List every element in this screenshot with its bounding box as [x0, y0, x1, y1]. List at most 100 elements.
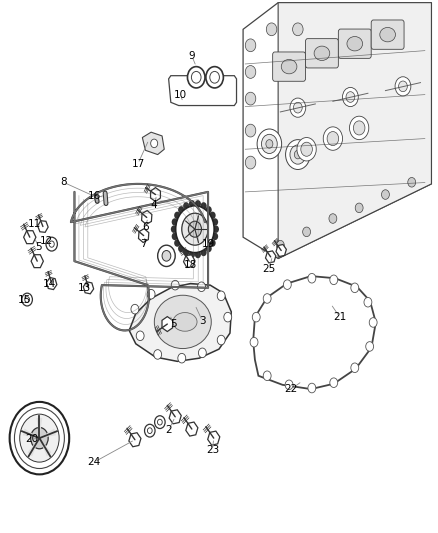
Circle shape [381, 190, 389, 199]
Circle shape [290, 145, 306, 164]
Circle shape [212, 233, 218, 240]
Circle shape [205, 245, 212, 252]
Circle shape [148, 428, 152, 433]
Circle shape [351, 363, 359, 373]
Text: 25: 25 [263, 264, 276, 273]
Ellipse shape [314, 46, 330, 60]
Polygon shape [129, 284, 231, 361]
Circle shape [266, 140, 273, 148]
Circle shape [155, 416, 165, 429]
Circle shape [172, 218, 178, 225]
Circle shape [224, 312, 232, 322]
Circle shape [147, 289, 155, 299]
Circle shape [151, 139, 158, 148]
Circle shape [22, 293, 32, 306]
Circle shape [276, 240, 284, 250]
Circle shape [171, 225, 177, 233]
Circle shape [189, 251, 195, 259]
Circle shape [257, 129, 282, 159]
Wedge shape [36, 418, 42, 438]
Polygon shape [142, 132, 164, 155]
Circle shape [245, 156, 256, 169]
Circle shape [369, 318, 377, 327]
Circle shape [286, 140, 310, 169]
Text: 5: 5 [170, 319, 177, 328]
Text: 5: 5 [35, 242, 42, 252]
Circle shape [293, 23, 303, 36]
Circle shape [145, 424, 155, 437]
Text: 15: 15 [18, 295, 31, 304]
Text: 18: 18 [184, 260, 197, 270]
Circle shape [178, 245, 184, 252]
FancyBboxPatch shape [371, 20, 404, 49]
Circle shape [266, 23, 277, 36]
Circle shape [25, 297, 29, 302]
Circle shape [198, 282, 205, 292]
Circle shape [174, 239, 180, 247]
Circle shape [31, 427, 48, 449]
Circle shape [195, 251, 201, 259]
Circle shape [350, 116, 369, 140]
Circle shape [201, 202, 207, 209]
Circle shape [364, 297, 372, 307]
Circle shape [154, 350, 162, 359]
Circle shape [323, 127, 343, 150]
Circle shape [198, 348, 206, 358]
Circle shape [178, 206, 184, 214]
FancyBboxPatch shape [338, 29, 371, 58]
Circle shape [205, 206, 212, 214]
Circle shape [303, 227, 311, 237]
Circle shape [330, 378, 338, 387]
Circle shape [178, 353, 186, 363]
Circle shape [395, 77, 411, 96]
Circle shape [351, 283, 359, 293]
Text: 21: 21 [333, 312, 346, 321]
Circle shape [301, 142, 312, 156]
Circle shape [308, 273, 316, 283]
Circle shape [189, 200, 195, 207]
Circle shape [187, 67, 205, 88]
Circle shape [283, 280, 291, 289]
Circle shape [290, 98, 306, 117]
Wedge shape [28, 438, 39, 456]
Circle shape [131, 304, 139, 314]
Circle shape [188, 221, 201, 237]
Text: 17: 17 [131, 159, 145, 168]
Circle shape [399, 81, 407, 92]
FancyBboxPatch shape [305, 38, 338, 68]
Text: 16: 16 [88, 191, 101, 200]
Circle shape [366, 342, 374, 351]
Circle shape [209, 239, 215, 247]
Circle shape [162, 251, 171, 261]
Circle shape [209, 212, 215, 219]
Text: 22: 22 [285, 384, 298, 394]
Ellipse shape [173, 312, 197, 331]
Circle shape [212, 218, 218, 225]
Text: 24: 24 [88, 457, 101, 467]
Text: 4: 4 [151, 200, 158, 209]
Circle shape [46, 237, 57, 251]
Text: 14: 14 [42, 279, 56, 288]
Text: 3: 3 [199, 316, 206, 326]
Circle shape [353, 121, 365, 135]
Circle shape [183, 249, 189, 256]
Ellipse shape [281, 60, 297, 74]
Circle shape [191, 71, 201, 83]
Text: 9: 9 [188, 51, 195, 61]
Polygon shape [253, 276, 376, 389]
Circle shape [245, 92, 256, 105]
Circle shape [210, 71, 219, 83]
Circle shape [245, 39, 256, 52]
FancyBboxPatch shape [272, 52, 305, 81]
Circle shape [285, 380, 293, 390]
Circle shape [10, 402, 69, 474]
Circle shape [201, 249, 207, 256]
Circle shape [213, 225, 219, 233]
Text: 6: 6 [142, 222, 149, 231]
Circle shape [297, 138, 316, 161]
Circle shape [14, 408, 64, 469]
Circle shape [136, 331, 144, 341]
Ellipse shape [380, 27, 396, 42]
Circle shape [245, 66, 256, 78]
Circle shape [49, 241, 54, 247]
